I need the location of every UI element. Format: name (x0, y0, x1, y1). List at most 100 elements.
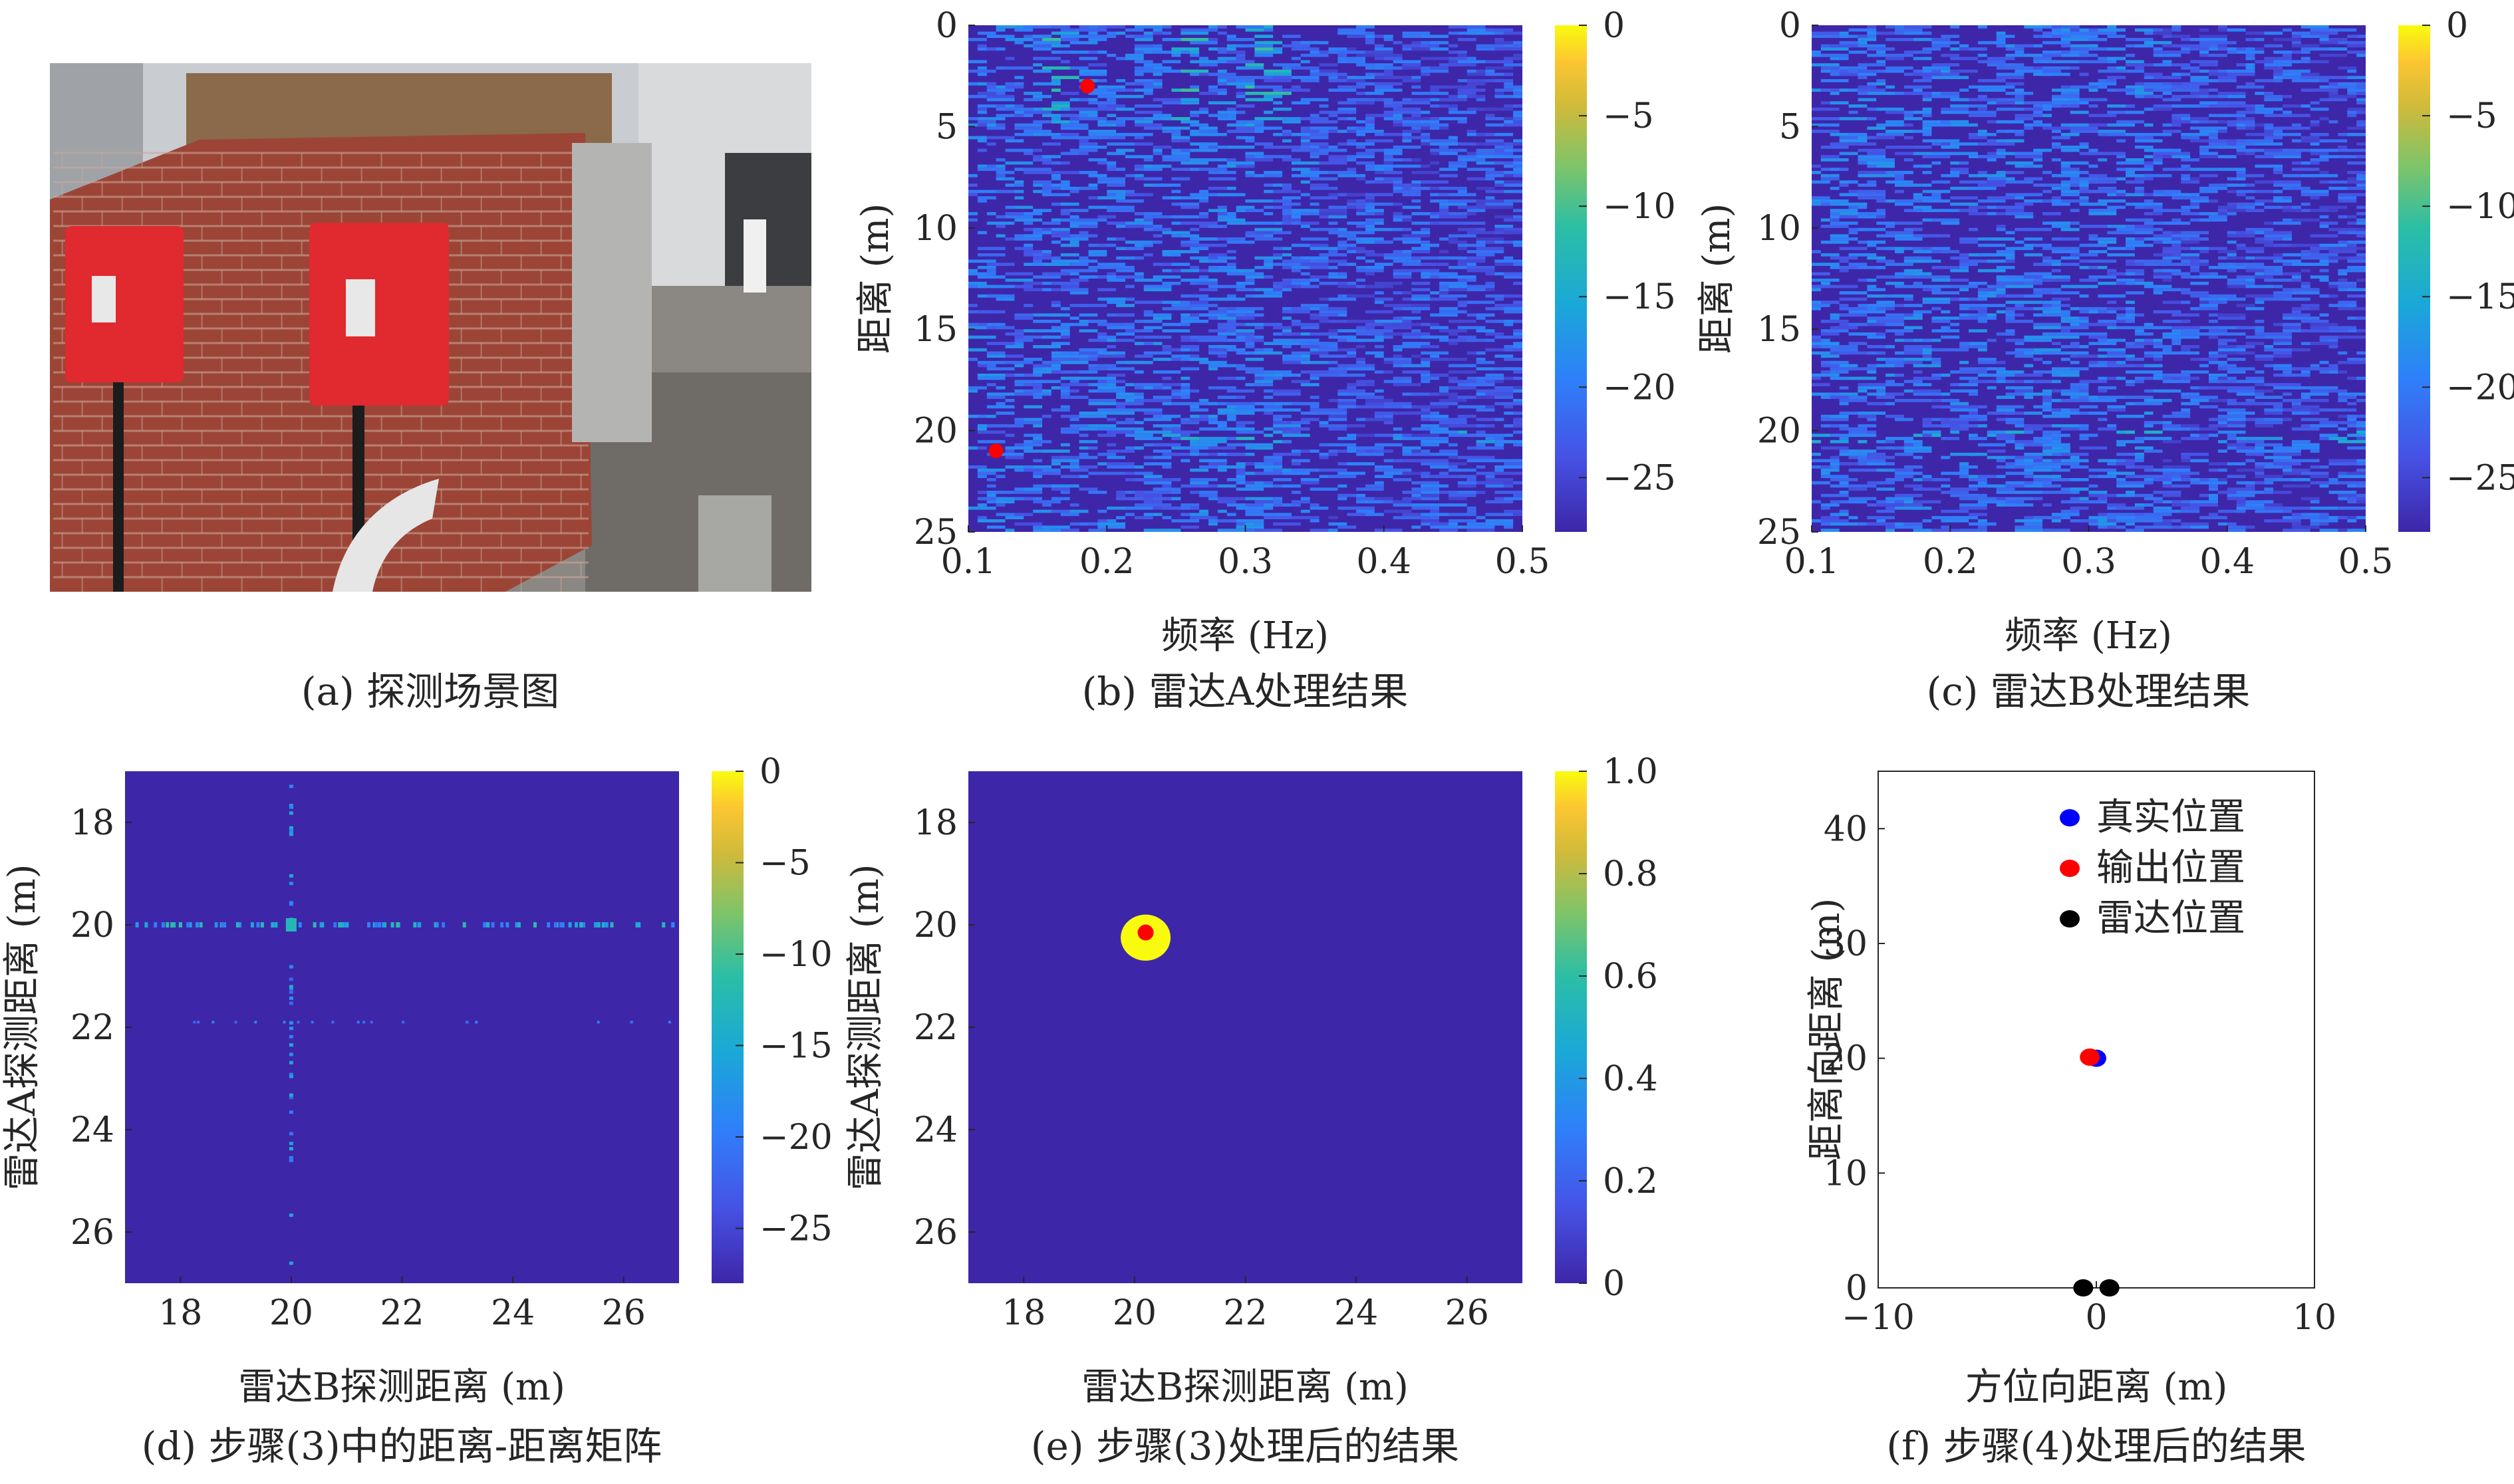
heat-cell (2190, 120, 2200, 124)
heat-cell (2079, 101, 2089, 105)
heat-cell (1042, 500, 1061, 504)
heat-cell (1959, 171, 1969, 174)
heat-cell (1977, 41, 2006, 45)
heat-cell (1107, 506, 1135, 510)
heat-cell (1421, 41, 1431, 45)
heat-cell (2356, 177, 2366, 181)
heat-cell (1812, 196, 1830, 199)
heat-cell (1190, 53, 1200, 57)
heat-cell (1996, 31, 2006, 35)
heat-cell (968, 117, 978, 120)
heat-cell (1867, 47, 1895, 51)
heat-cell (2033, 158, 2043, 162)
heat-cell (2236, 123, 2246, 127)
heat-cell (1125, 398, 1135, 402)
heat-cell (1374, 53, 1403, 57)
heat-cell (1430, 211, 1449, 215)
heat-cell (1051, 329, 1070, 332)
heat-cell (1097, 433, 1117, 437)
heat-cell (1894, 189, 1904, 193)
heat-cell (1051, 101, 1070, 105)
heat-cell (1411, 281, 1431, 285)
heat-cell (1430, 354, 1440, 358)
heat-cell (2181, 329, 2200, 332)
heat-cell (1226, 263, 1236, 266)
heat-cell (986, 493, 996, 497)
heat-cell (1060, 259, 1089, 263)
heat-cell (1977, 184, 2006, 187)
heat-cell (1245, 358, 1264, 361)
heat-cell (1097, 332, 1107, 336)
heat-cell (2060, 132, 2080, 136)
heat-cell (1310, 168, 1320, 172)
heat-cell (1876, 123, 1904, 127)
heat-cell (2015, 304, 2025, 307)
heat-cell (1830, 221, 1840, 225)
heat-cell (1894, 319, 1904, 323)
heat-cell (1448, 164, 1467, 168)
heat-cell (1513, 88, 1522, 92)
heat-cell (1830, 44, 1858, 48)
heat-cell (1088, 370, 1098, 374)
heat-cell (1922, 338, 1932, 342)
heat-cell (2273, 243, 2301, 247)
heat-cell (986, 294, 1015, 298)
heat-cell (2051, 291, 2080, 295)
heat-cell (1125, 513, 1135, 517)
heat-cell (1107, 161, 1117, 165)
heat-cell (1033, 345, 1061, 348)
heat-cell (1374, 168, 1384, 172)
heat-cell (2310, 120, 2320, 124)
heat-cell (1236, 437, 1255, 440)
heat-cell (1439, 421, 1467, 425)
heat-cell (1830, 237, 1858, 241)
heat-cell (1014, 487, 1024, 491)
heat-cell (1867, 304, 1895, 307)
heat-cell (1337, 493, 1357, 497)
heat-cell (1383, 117, 1412, 120)
heat-cell (1931, 152, 1960, 156)
heat-cell (1886, 130, 1913, 133)
heat-cell (1014, 522, 1043, 526)
heat-cell (2328, 174, 2338, 178)
heat-cell (1476, 142, 1486, 146)
heat-cell (2171, 338, 2181, 342)
heat-cell (1839, 72, 1858, 76)
heat-cell (1876, 332, 1886, 336)
heat-cell (1208, 367, 1218, 371)
heat-cell (2217, 114, 2237, 118)
heat-cell (1069, 234, 1089, 238)
heat-cell (2264, 243, 2274, 247)
heat-cell (1347, 392, 1375, 396)
heat-cell (2338, 360, 2366, 364)
heat-cell (2171, 243, 2181, 247)
heat-cell (1466, 455, 1495, 459)
heat-cell (2273, 294, 2292, 298)
heat-cell (1060, 44, 1070, 48)
heat-cell (1383, 38, 1393, 41)
heat-cell (1171, 491, 1181, 494)
heat-cell (1448, 51, 1458, 54)
heat-cell (2144, 237, 2172, 241)
heat-cell (1181, 69, 1208, 73)
heat-cell (1051, 281, 1079, 285)
heat-cell (996, 158, 1006, 162)
heat-cell (2356, 174, 2366, 178)
heat-cell (1217, 509, 1227, 513)
heat-cell (1504, 218, 1522, 222)
heat-cell (1088, 38, 1107, 41)
heat-cell (1254, 373, 1274, 377)
heat-cell (1245, 209, 1264, 212)
heat-cell (1411, 92, 1431, 95)
heat-cell (1273, 414, 1292, 418)
heat-cell (1494, 481, 1504, 485)
heat-cell (1226, 427, 1255, 431)
heat-cell (2217, 348, 2246, 352)
heat-cell (1217, 215, 1236, 219)
heat-cell (1134, 408, 1163, 412)
heat-cell (1217, 25, 1227, 29)
heat-cell (2273, 168, 2283, 172)
heat-cell (1143, 398, 1172, 402)
heat-cell (1421, 360, 1431, 364)
heat-cell (1812, 272, 1830, 276)
